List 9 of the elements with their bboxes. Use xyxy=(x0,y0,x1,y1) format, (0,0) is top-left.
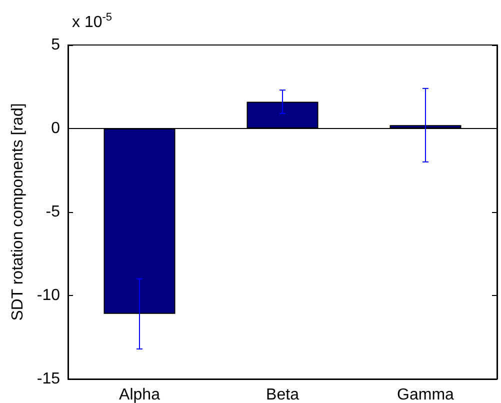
x-tick-label: Alpha xyxy=(119,386,160,403)
y-tick-label: -10 xyxy=(36,287,60,304)
x-tick-label: Beta xyxy=(266,386,300,403)
y-tick-label: -5 xyxy=(46,204,60,220)
x-tick-label: Gamma xyxy=(397,386,454,403)
y-tick-label: 0 xyxy=(51,120,60,137)
y-tick-label: 5 xyxy=(51,36,60,54)
y-axis-title: SDT rotation components [rad] xyxy=(9,103,26,321)
y-tick-label: -15 xyxy=(36,370,60,388)
